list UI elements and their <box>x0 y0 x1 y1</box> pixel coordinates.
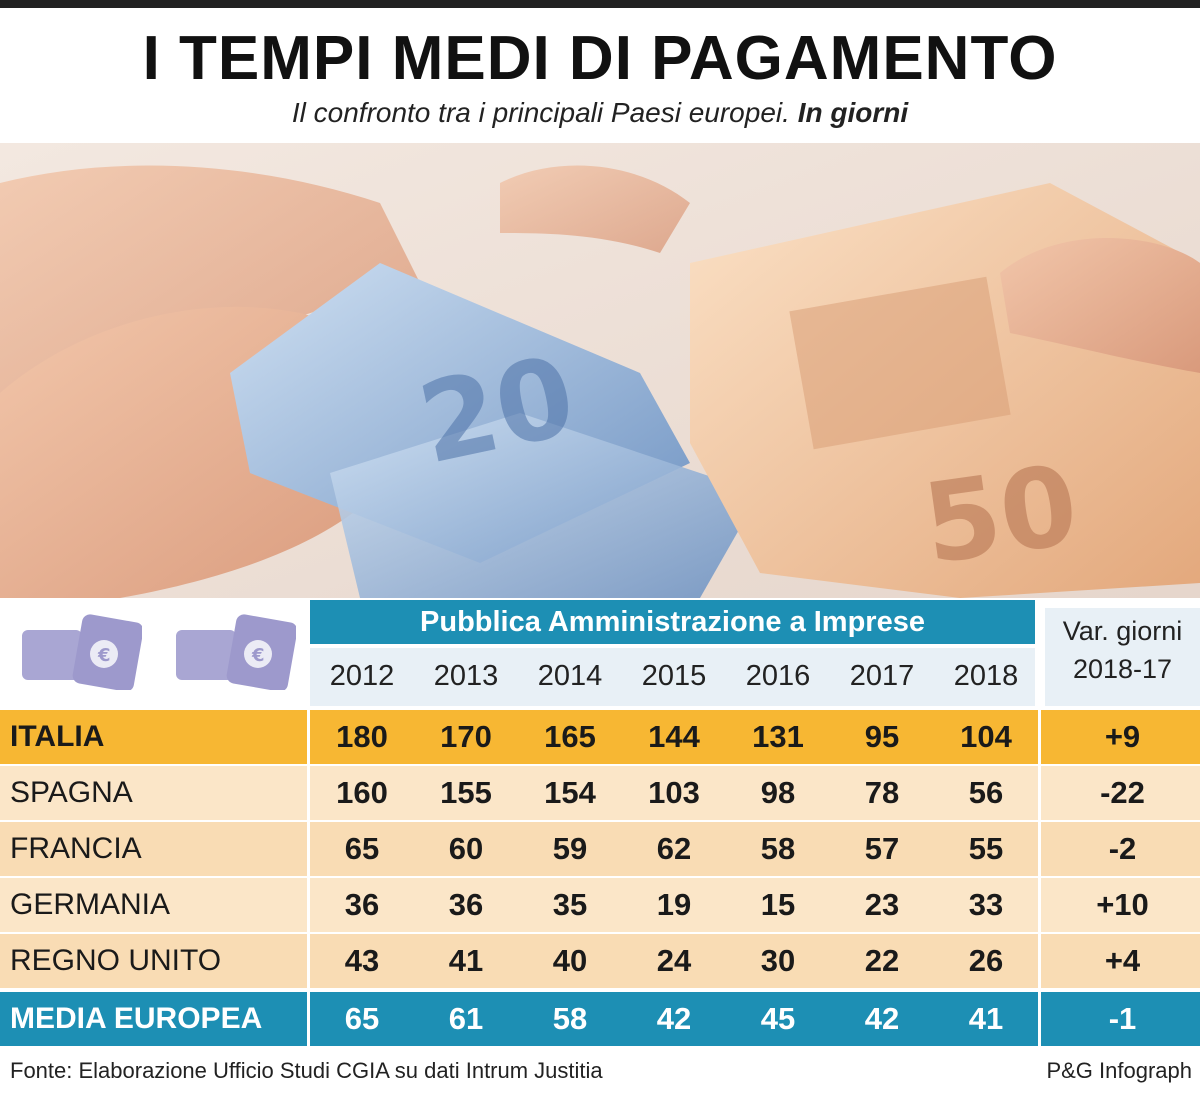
value-cell: 30 <box>760 943 796 978</box>
value-cell: 170 <box>440 719 492 754</box>
variation-cell: +9 <box>1104 719 1141 754</box>
top-rule <box>0 0 1200 8</box>
value-cell: 36 <box>448 887 484 922</box>
variation-header-line1: Var. giorni <box>1062 616 1183 646</box>
payment-card-icon: € <box>22 614 142 690</box>
svg-text:€: € <box>97 645 111 666</box>
column-separator <box>1038 878 1041 932</box>
value-cell: 165 <box>544 719 596 754</box>
column-separator <box>307 878 310 932</box>
value-cell: 104 <box>960 719 1012 754</box>
value-cell: 55 <box>968 831 1004 866</box>
value-cell: 62 <box>656 831 692 866</box>
value-cell: 144 <box>648 719 700 754</box>
year-header: 2017 <box>849 660 915 692</box>
year-header-band <box>310 648 1035 706</box>
payment-card-icon: € <box>176 614 296 690</box>
value-cell: 155 <box>440 775 492 810</box>
country-label: GERMANIA <box>10 888 171 921</box>
year-header: 2014 <box>537 660 603 692</box>
year-header: 2016 <box>745 660 811 692</box>
value-cell: 36 <box>344 887 380 922</box>
variation-cell: -1 <box>1108 1001 1137 1036</box>
column-separator <box>307 822 310 876</box>
subtitle-unit: In giorni <box>797 97 909 128</box>
variation-cell: +10 <box>1096 887 1149 922</box>
value-cell: 45 <box>760 1001 796 1036</box>
source-note: Fonte: Elaborazione Ufficio Studi CGIA s… <box>10 1058 603 1083</box>
value-cell: 61 <box>448 1001 484 1036</box>
value-cell: 41 <box>448 943 484 978</box>
value-cell: 24 <box>656 943 692 978</box>
year-header: 2015 <box>641 660 707 692</box>
variation-cell: +4 <box>1104 943 1141 978</box>
country-label: SPAGNA <box>10 776 133 809</box>
value-cell: 78 <box>864 775 900 810</box>
value-cell: 19 <box>656 887 692 922</box>
column-separator <box>1038 934 1041 988</box>
column-separator <box>1038 710 1041 764</box>
value-cell: 41 <box>968 1001 1004 1036</box>
table-row: ITALIA 180 170 165 144 131 95 104 +9 <box>0 710 1200 764</box>
country-label: FRANCIA <box>10 832 142 865</box>
value-cell: 23 <box>864 887 900 922</box>
country-label: REGNO UNITO <box>10 944 222 977</box>
value-cell: 58 <box>552 1001 588 1036</box>
country-label: ITALIA <box>10 720 105 753</box>
value-cell: 180 <box>336 719 388 754</box>
page-subtitle: Il confronto tra i principali Paesi euro… <box>0 96 1200 130</box>
table-row: SPAGNA 160 155 154 103 98 78 56 -22 <box>0 766 1200 820</box>
page-title: I TEMPI MEDI DI PAGAMENTO <box>142 24 1058 93</box>
year-header: 2013 <box>433 660 499 692</box>
column-separator <box>1038 822 1041 876</box>
variation-cell: -2 <box>1108 831 1137 866</box>
variation-header: Var. giorni 2018-17 <box>1045 608 1200 706</box>
group-header: Pubblica Amministrazione a Imprese <box>310 600 1035 644</box>
year-header: 2012 <box>329 660 395 692</box>
value-cell: 154 <box>544 775 596 810</box>
value-cell: 98 <box>760 775 796 810</box>
value-cell: 65 <box>344 831 380 866</box>
column-separator <box>307 766 310 820</box>
credit: P&G Infograph <box>1046 1058 1192 1083</box>
value-cell: 22 <box>864 943 900 978</box>
value-cell: 43 <box>344 943 380 978</box>
column-separator <box>307 710 310 764</box>
value-cell: 33 <box>968 887 1004 922</box>
value-cell: 60 <box>448 831 484 866</box>
svg-text:50: 50 <box>916 441 1085 589</box>
column-separator <box>307 992 310 1046</box>
banknotes-photo: 20 50 <box>0 143 1200 598</box>
subtitle-text: Il confronto tra i principali Paesi euro… <box>291 97 790 128</box>
value-cell: 35 <box>552 887 588 922</box>
svg-text:€: € <box>251 645 265 666</box>
value-cell: 95 <box>864 719 900 754</box>
table-row: REGNO UNITO 43 41 40 24 30 22 26 +4 <box>0 934 1200 988</box>
table-row: MEDIA EUROPEA 65 61 58 42 45 42 41 -1 <box>0 992 1200 1046</box>
value-cell: 15 <box>760 887 796 922</box>
value-cell: 103 <box>648 775 700 810</box>
value-cell: 59 <box>552 831 588 866</box>
table-row: GERMANIA 36 36 35 19 15 23 33 +10 <box>0 878 1200 932</box>
value-cell: 42 <box>864 1001 900 1036</box>
variation-header-line2: 2018-17 <box>1072 654 1173 684</box>
value-cell: 57 <box>864 831 900 866</box>
column-separator <box>1038 992 1041 1046</box>
country-label: MEDIA EUROPEA <box>10 1002 263 1035</box>
value-cell: 131 <box>752 719 804 754</box>
value-cell: 56 <box>968 775 1004 810</box>
value-cell: 65 <box>344 1001 380 1036</box>
svg-text:20: 20 <box>409 331 585 488</box>
column-separator <box>1038 766 1041 820</box>
value-cell: 58 <box>760 831 796 866</box>
table-row: FRANCIA 65 60 59 62 58 57 55 -2 <box>0 822 1200 876</box>
column-separator <box>307 934 310 988</box>
value-cell: 40 <box>552 943 588 978</box>
value-cell: 42 <box>656 1001 692 1036</box>
variation-cell: -22 <box>1100 775 1145 810</box>
value-cell: 160 <box>336 775 388 810</box>
year-header: 2018 <box>953 660 1019 692</box>
value-cell: 26 <box>968 943 1004 978</box>
